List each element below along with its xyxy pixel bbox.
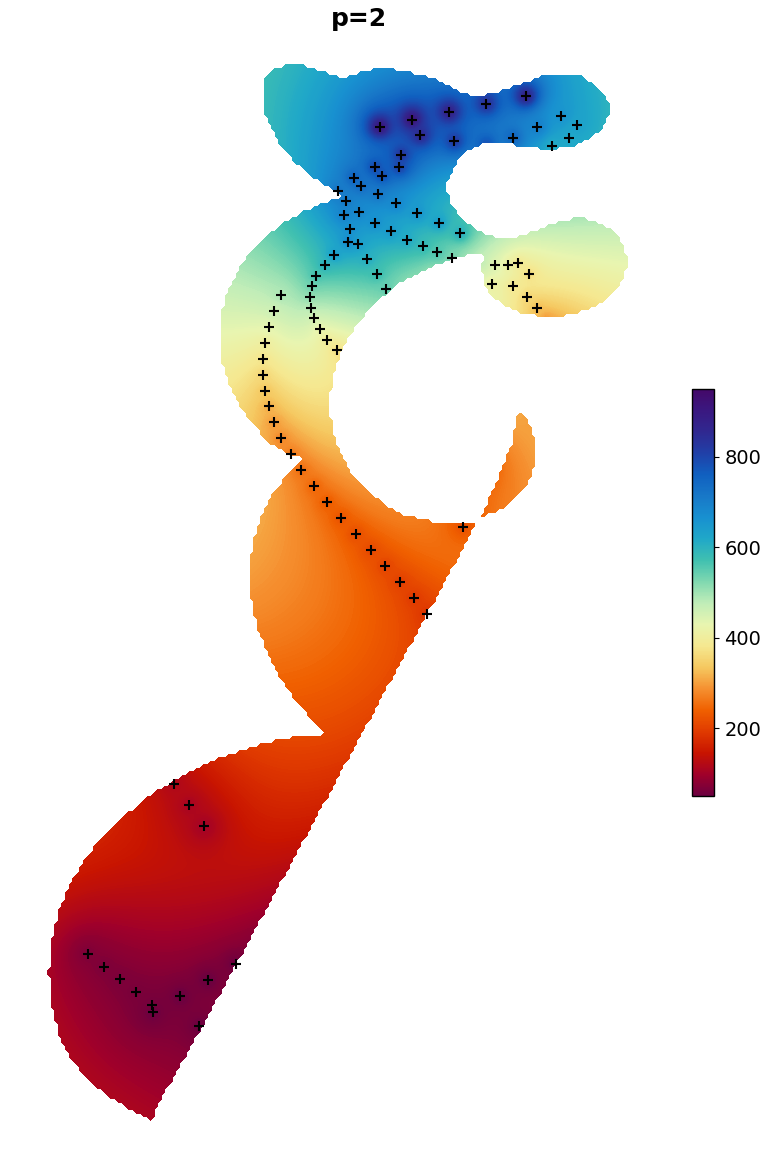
Title: p=2: p=2 bbox=[331, 7, 387, 31]
